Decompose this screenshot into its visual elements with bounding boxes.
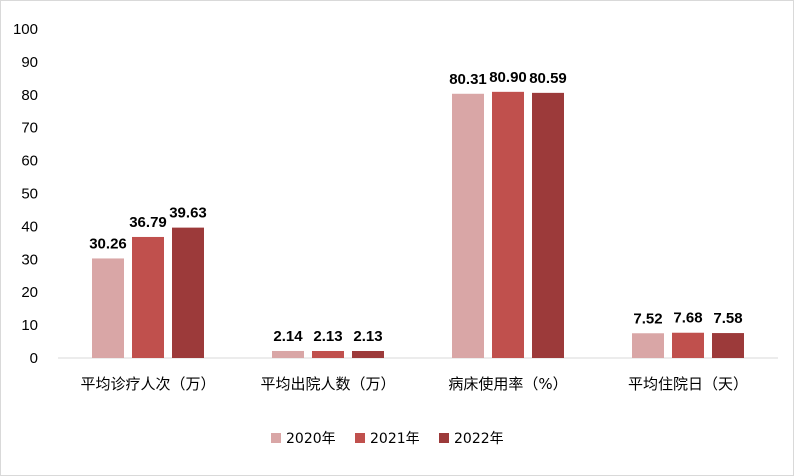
data-label: 80.31 — [449, 71, 487, 88]
bar — [132, 236, 164, 358]
data-label: 2.13 — [353, 328, 382, 345]
legend-label: 2021年 — [370, 431, 420, 447]
y-tick-label: 70 — [21, 120, 38, 137]
bar — [272, 350, 304, 358]
y-tick-label: 80 — [21, 87, 38, 104]
bar — [672, 332, 704, 358]
bar — [312, 350, 344, 358]
data-label: 2.13 — [313, 328, 342, 345]
data-label: 39.63 — [169, 205, 207, 222]
bar — [532, 92, 564, 359]
bar — [632, 333, 664, 358]
legend-swatch — [355, 433, 365, 443]
data-label: 7.52 — [633, 310, 662, 327]
bar — [92, 258, 124, 358]
data-label: 80.59 — [529, 70, 567, 87]
category-label: 平均出院人数（万） — [260, 375, 395, 393]
data-label: 7.68 — [673, 310, 702, 327]
legend-swatch — [271, 433, 281, 443]
data-label: 36.79 — [129, 214, 167, 231]
data-label: 30.26 — [89, 235, 127, 252]
y-tick-label: 60 — [21, 153, 38, 170]
bar — [452, 93, 484, 359]
legend-swatch — [439, 433, 449, 443]
bars — [92, 91, 744, 359]
y-tick-label: 100 — [13, 21, 38, 38]
legend-label: 2020年 — [286, 431, 336, 447]
bar — [172, 227, 204, 358]
y-tick-label: 50 — [21, 186, 38, 203]
y-tick-label: 90 — [21, 54, 38, 71]
y-tick-label: 30 — [21, 251, 38, 268]
data-label: 80.90 — [489, 69, 527, 86]
y-tick-label: 40 — [21, 218, 38, 235]
category-label: 平均诊疗人次（万） — [80, 375, 215, 393]
y-tick-label: 0 — [30, 350, 38, 367]
legend-label: 2022年 — [454, 431, 504, 447]
category-label: 病床使用率（%） — [448, 375, 567, 393]
legend: 2020年 2021年 2022年 — [271, 431, 504, 447]
bar — [492, 91, 524, 359]
y-tick-label: 20 — [21, 284, 38, 301]
y-tick-label: 10 — [21, 317, 38, 334]
bar — [352, 350, 384, 358]
category-label: 平均住院日（天） — [628, 375, 748, 393]
data-label: 7.58 — [713, 310, 742, 327]
bar — [712, 333, 744, 358]
y-axis: 0 10 20 30 40 50 60 70 80 90 100 — [13, 21, 38, 367]
data-label: 2.14 — [273, 328, 303, 345]
category-labels: 平均诊疗人次（万） 平均出院人数（万） 病床使用率（%） 平均住院日（天） — [80, 375, 748, 393]
